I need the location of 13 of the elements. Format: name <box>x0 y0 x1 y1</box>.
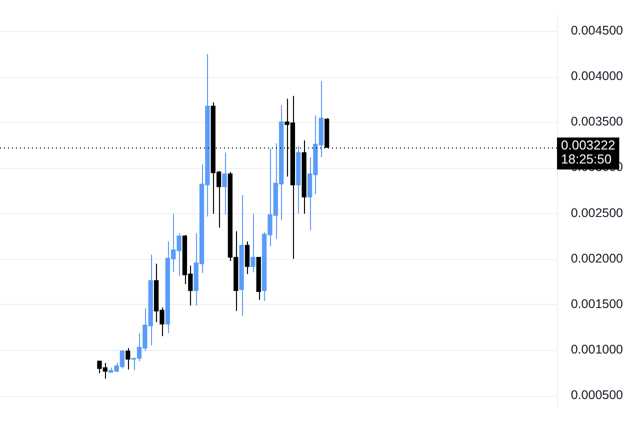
candlestick <box>222 152 227 216</box>
y-tick-label: 0.002000 <box>570 251 624 266</box>
y-tick-label: 0.001000 <box>570 342 624 357</box>
candlestick <box>244 240 250 274</box>
y-tick-label: 0.000500 <box>570 388 624 402</box>
y-tick-label: 0.003500 <box>570 114 624 129</box>
ref-line-label: 0.003222 18:25:50 <box>561 138 616 167</box>
y-tick-label: 0.002500 <box>570 206 624 220</box>
y-tick-label: 0.001500 <box>570 296 624 311</box>
candlestick <box>126 348 130 370</box>
y-tick-label: 0.004000 <box>570 69 624 84</box>
y-tick-label: 0.004500 <box>570 23 624 38</box>
candlestick <box>250 213 256 273</box>
